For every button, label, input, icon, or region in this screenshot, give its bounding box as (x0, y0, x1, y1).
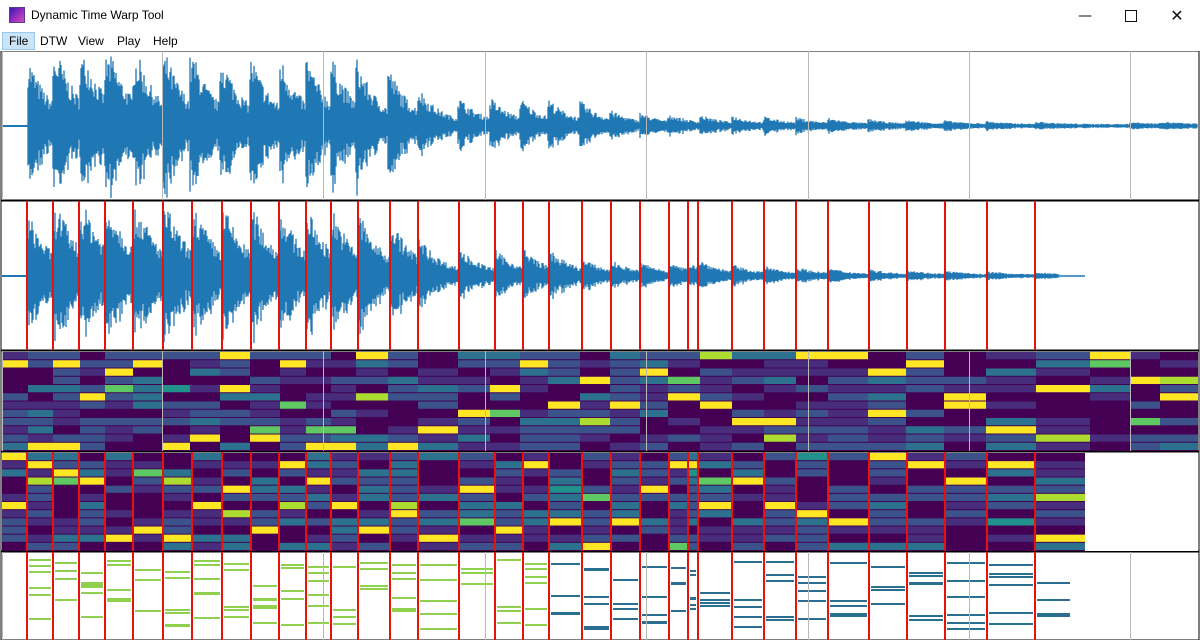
reference-chromagram-map (2, 352, 1198, 451)
app-icon (9, 7, 25, 23)
window-title: Dynamic Time Warp Tool (31, 8, 164, 22)
menu-view[interactable]: View (78, 34, 104, 48)
maximize-icon[interactable] (1108, 0, 1154, 31)
minimize-icon[interactable]: — (1078, 7, 1092, 24)
warp-alignment-lines (26, 201, 1036, 640)
time-grid (2, 51, 1131, 640)
menu-file[interactable]: File (2, 32, 36, 50)
menu-help[interactable]: Help (153, 34, 178, 48)
menu-bar: File DTW View Play Help (0, 31, 1200, 51)
close-icon[interactable]: ✕ (1170, 6, 1184, 25)
menu-play[interactable]: Play (117, 34, 141, 48)
query-chromagram-map (2, 453, 1085, 551)
query-chromagram-blank (1085, 453, 1198, 551)
piano-roll-notes (29, 559, 1070, 630)
title-bar: Dynamic Time Warp Tool — ✕ (0, 0, 1200, 31)
plot-area (0, 51, 1200, 640)
plots-canvas[interactable] (0, 51, 1200, 640)
menu-dtw[interactable]: DTW (40, 34, 68, 48)
